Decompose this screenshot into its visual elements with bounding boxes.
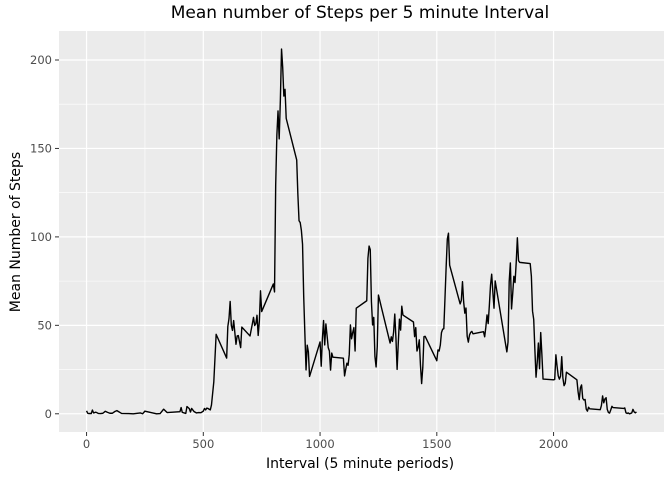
y-tick-label: 50 xyxy=(37,318,52,332)
x-tick-label: 500 xyxy=(192,437,214,451)
y-tick-label: 150 xyxy=(30,141,52,155)
chart-title: Mean number of Steps per 5 minute Interv… xyxy=(170,3,550,23)
x-tick-label: 2000 xyxy=(539,437,568,451)
minor-gridlines xyxy=(59,31,664,432)
x-tick-label: 0 xyxy=(83,437,90,451)
steps-series-line xyxy=(85,48,637,415)
y-axis-ticks: 0 50 100 150 200 xyxy=(30,53,59,421)
plot-panel xyxy=(59,31,664,432)
x-tick-label: 1000 xyxy=(305,437,334,451)
y-tick-label: 200 xyxy=(30,53,52,67)
x-axis-ticks: 0 500 1000 1500 2000 xyxy=(83,432,568,451)
y-tick-label: 100 xyxy=(30,230,52,244)
x-tick-label: 1500 xyxy=(422,437,451,451)
x-axis-label: Interval (5 minute periods) xyxy=(265,456,455,472)
y-tick-label: 0 xyxy=(45,407,52,421)
